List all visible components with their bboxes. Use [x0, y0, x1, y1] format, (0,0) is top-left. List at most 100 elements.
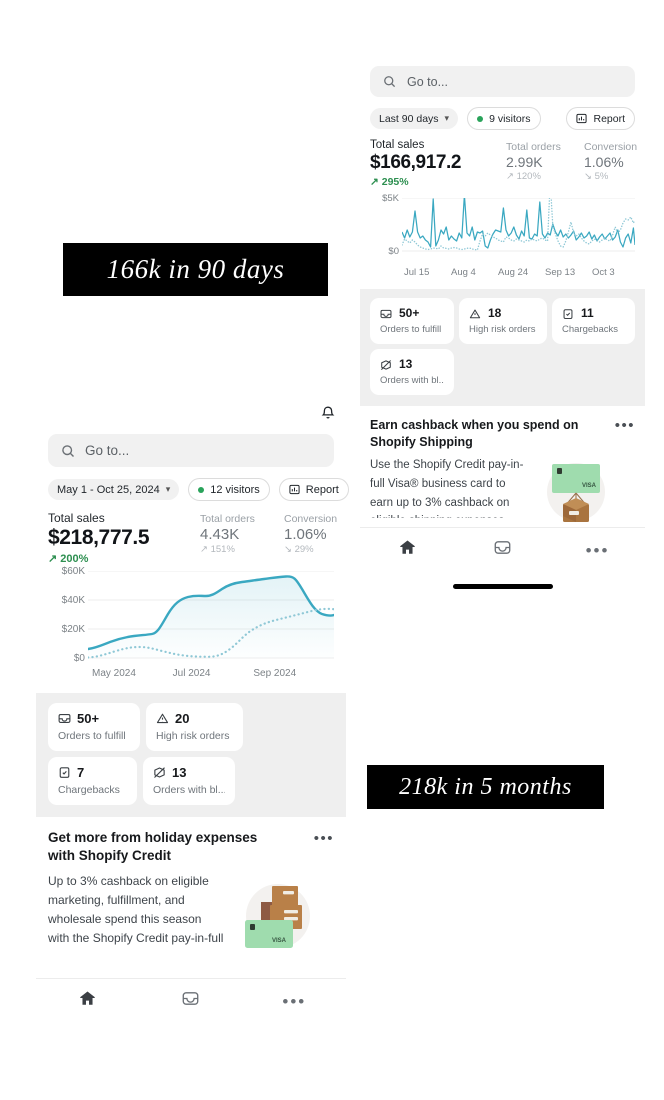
trend-down-small-icon: ↘: [584, 171, 592, 182]
banner-166k-90days: 166k in 90 days: [63, 243, 328, 296]
x-tick-oct3: Oct 3: [592, 267, 615, 278]
card-value: 13: [172, 765, 187, 780]
search-icon: [61, 444, 75, 458]
banner-218k-5months: 218k in 5 months: [367, 765, 604, 809]
card-value: 50+: [399, 306, 420, 320]
conversion-delta-value: 29%: [294, 544, 314, 555]
total-orders-delta: ↗ 120%: [506, 171, 584, 182]
total-orders-delta-value: 151%: [210, 544, 235, 555]
card-caption: Orders to fulfill: [380, 324, 442, 335]
blocked-shipping-icon: [380, 358, 393, 371]
search-input[interactable]: Go to...: [48, 434, 334, 467]
trend-down-small-icon: ↘: [284, 544, 292, 555]
visitors-chip[interactable]: 12 visitors: [188, 478, 270, 501]
date-range-chip[interactable]: May 1 - Oct 25, 2024 ▾: [48, 479, 180, 500]
card-chargebacks[interactable]: 7 Chargebacks: [48, 757, 137, 805]
trend-up-icon: ↗: [370, 176, 379, 188]
x-tick-jul: Jul 2024: [172, 668, 211, 679]
total-sales-value: $218,777.5: [48, 526, 150, 549]
date-range-label: May 1 - Oct 25, 2024: [57, 483, 160, 496]
x-tick-jul15: Jul 15: [404, 267, 430, 278]
card-high-risk-orders[interactable]: 18 High risk orders: [459, 298, 547, 344]
promo-title: Get more from holiday expenses with Shop…: [48, 830, 258, 863]
report-icon: [289, 484, 300, 495]
x-tick-aug24: Aug 24: [498, 267, 529, 278]
promo-card-left[interactable]: Get more from holiday expenses with Shop…: [36, 817, 346, 961]
card-caption: High risk orders: [469, 324, 536, 335]
nav-inbox-button[interactable]: [139, 989, 242, 1013]
sales-chart-left: $60K $40K $20K $0: [36, 565, 346, 679]
conversion-value: 1.06%: [284, 526, 327, 543]
phone-screenshot-right: Go to... Last 90 days ▾ 9 visitors Repor…: [360, 58, 645, 598]
promo-title: Earn cashback when you spend on Shopify …: [370, 418, 579, 449]
shopify-shipping-illustration: VISA: [536, 456, 616, 533]
search-icon: [383, 75, 397, 89]
home-icon: [78, 989, 97, 1013]
card-caption: Orders with bl...: [380, 375, 444, 386]
conversion-value: 1.06%: [584, 154, 624, 170]
trend-up-small-icon: ↗: [200, 544, 208, 555]
banner-text: 166k in 90 days: [106, 254, 285, 284]
promo-body: Use the Shopify Credit pay-in-full Visa®…: [370, 459, 524, 518]
warning-triangle-icon: [469, 307, 482, 320]
report-button[interactable]: Report: [566, 107, 635, 130]
chevron-down-icon: ▾: [444, 113, 450, 123]
warning-triangle-icon: [156, 712, 169, 725]
nav-home-button[interactable]: [36, 989, 139, 1013]
conversion-delta-value: 5%: [594, 171, 609, 182]
card-value: 13: [399, 357, 413, 371]
card-value: 50+: [77, 711, 100, 726]
y-tick-40k: $40K: [61, 595, 85, 606]
visitors-chip[interactable]: 9 visitors: [467, 107, 541, 130]
more-icon: •••: [282, 991, 307, 1011]
notification-bell-icon[interactable]: [320, 405, 336, 427]
promo-card-right[interactable]: Earn cashback when you spend on Shopify …: [360, 406, 645, 533]
sales-chart-left-svg: [88, 571, 334, 659]
sales-chart-right: $5K $0 Jul 15 Aug 4 Aug 24 Sep 13 Oct 3: [360, 188, 645, 278]
card-value: 20: [175, 711, 190, 726]
conversion-delta: ↘ 5%: [584, 171, 646, 182]
inbox-icon: [181, 989, 200, 1013]
total-sales-delta: ↗ 295%: [370, 176, 506, 188]
nav-more-button[interactable]: •••: [550, 542, 645, 559]
shopify-credit-illustration: VISA: [232, 872, 318, 961]
card-orders-with-blocked[interactable]: 13 Orders with bl...: [370, 349, 454, 395]
nav-inbox-button[interactable]: [455, 538, 550, 562]
card-orders-with-blocked[interactable]: 13 Orders with bl...: [143, 757, 235, 805]
total-orders-value: 4.43K: [200, 526, 240, 543]
chevron-down-icon: ▾: [165, 484, 171, 494]
promo-menu-icon[interactable]: •••: [313, 830, 334, 847]
live-dot-icon: [198, 486, 205, 493]
phone-screenshot-left: Go to... May 1 - Oct 25, 2024 ▾ 12 visit…: [36, 398, 349, 1023]
card-chargebacks[interactable]: 11 Chargebacks: [552, 298, 635, 344]
y-tick-60k: $60K: [61, 566, 85, 577]
card-high-risk-orders[interactable]: 20 High risk orders: [146, 703, 243, 751]
y-tick-5k: $5K: [382, 193, 399, 204]
nav-more-button[interactable]: •••: [243, 993, 346, 1010]
search-placeholder-text: Go to...: [85, 443, 130, 458]
card-orders-to-fulfill[interactable]: 50+ Orders to fulfill: [370, 298, 454, 344]
promo-body: Up to 3% cashback on eligible marketing,…: [48, 873, 224, 946]
nav-home-button[interactable]: [360, 538, 455, 562]
orders-inbox-icon: [380, 307, 393, 320]
search-placeholder-text: Go to...: [407, 74, 448, 89]
date-range-chip[interactable]: Last 90 days ▾: [370, 108, 459, 129]
card-orders-to-fulfill[interactable]: 50+ Orders to fulfill: [48, 703, 140, 751]
home-indicator: [453, 584, 553, 589]
total-orders-value: 2.99K: [506, 154, 543, 170]
total-sales-label: Total sales: [370, 139, 425, 151]
promo-menu-icon[interactable]: •••: [614, 417, 635, 434]
card-caption: Chargebacks: [562, 324, 618, 335]
banner-text: 218k in 5 months: [399, 773, 572, 800]
svg-text:VISA: VISA: [582, 483, 597, 489]
trend-up-icon: ↗: [48, 553, 58, 565]
x-tick-aug4: Aug 4: [451, 267, 476, 278]
visitors-label: 12 visitors: [210, 483, 260, 496]
clipboard-check-icon: [562, 307, 575, 320]
sales-chart-right-svg: [402, 198, 635, 252]
card-caption: Orders to fulfill: [58, 730, 126, 742]
report-button[interactable]: Report: [278, 478, 349, 501]
total-sales-delta-value: 295%: [381, 176, 409, 188]
y-tick-0: $0: [73, 653, 85, 664]
search-input[interactable]: Go to...: [370, 66, 635, 97]
